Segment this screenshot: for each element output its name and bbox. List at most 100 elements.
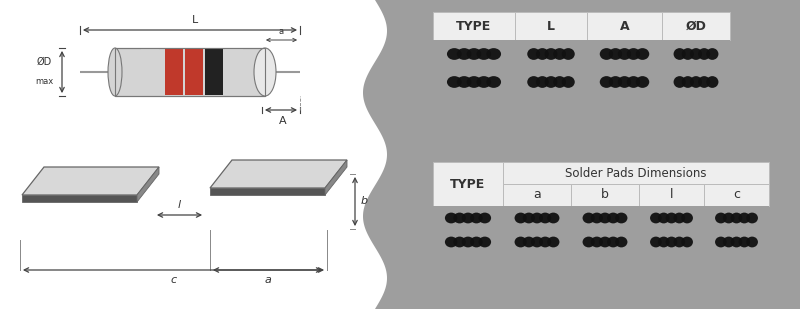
Ellipse shape	[547, 213, 559, 223]
Ellipse shape	[445, 237, 458, 248]
Bar	[571, 230, 639, 254]
Bar	[433, 206, 503, 230]
Polygon shape	[22, 167, 159, 195]
Ellipse shape	[582, 237, 594, 248]
Ellipse shape	[607, 213, 619, 223]
Ellipse shape	[590, 237, 603, 248]
Ellipse shape	[706, 48, 718, 60]
Bar	[571, 206, 639, 230]
Ellipse shape	[738, 237, 750, 248]
Ellipse shape	[666, 237, 678, 248]
Bar	[433, 12, 515, 40]
Ellipse shape	[470, 213, 482, 223]
Bar	[587, 40, 662, 68]
Ellipse shape	[527, 76, 540, 88]
Bar	[515, 12, 587, 40]
Ellipse shape	[607, 237, 619, 248]
Text: b: b	[361, 197, 368, 206]
Ellipse shape	[514, 237, 526, 248]
Ellipse shape	[682, 213, 693, 223]
Bar	[433, 40, 515, 68]
Ellipse shape	[690, 48, 702, 60]
Ellipse shape	[536, 48, 549, 60]
Ellipse shape	[600, 48, 614, 60]
Ellipse shape	[545, 76, 558, 88]
Ellipse shape	[562, 48, 574, 60]
Ellipse shape	[730, 213, 742, 223]
Ellipse shape	[478, 213, 491, 223]
Ellipse shape	[447, 48, 462, 60]
Ellipse shape	[698, 48, 710, 60]
Polygon shape	[22, 195, 137, 202]
Bar	[639, 206, 704, 230]
Ellipse shape	[547, 237, 559, 248]
Bar	[515, 40, 587, 68]
Ellipse shape	[626, 76, 640, 88]
Ellipse shape	[746, 213, 758, 223]
Ellipse shape	[531, 213, 543, 223]
Ellipse shape	[666, 213, 678, 223]
Ellipse shape	[650, 213, 662, 223]
Text: L: L	[192, 15, 198, 25]
Bar	[433, 162, 503, 206]
Text: TYPE: TYPE	[450, 177, 486, 191]
Ellipse shape	[486, 48, 501, 60]
Ellipse shape	[658, 237, 670, 248]
Bar	[515, 68, 587, 96]
Ellipse shape	[457, 76, 471, 88]
Bar	[185, 49, 203, 95]
Ellipse shape	[478, 237, 491, 248]
Ellipse shape	[615, 237, 627, 248]
Ellipse shape	[462, 237, 474, 248]
Text: A: A	[620, 19, 630, 32]
Ellipse shape	[599, 237, 611, 248]
Ellipse shape	[582, 213, 594, 223]
Ellipse shape	[539, 213, 551, 223]
Ellipse shape	[618, 76, 631, 88]
Bar	[433, 230, 503, 254]
Text: Solder Pads Dimensions: Solder Pads Dimensions	[566, 167, 706, 180]
Text: ØD: ØD	[686, 19, 706, 32]
Text: b: b	[601, 188, 609, 201]
Ellipse shape	[715, 213, 726, 223]
Ellipse shape	[682, 237, 693, 248]
Bar	[639, 230, 704, 254]
Bar	[587, 68, 662, 96]
Ellipse shape	[723, 237, 734, 248]
Ellipse shape	[477, 76, 491, 88]
Ellipse shape	[626, 48, 640, 60]
Ellipse shape	[562, 76, 574, 88]
Text: l: l	[178, 200, 181, 210]
Ellipse shape	[690, 76, 702, 88]
Polygon shape	[137, 167, 159, 202]
Ellipse shape	[715, 237, 726, 248]
Bar	[165, 49, 183, 95]
Ellipse shape	[454, 237, 466, 248]
Bar	[704, 230, 769, 254]
Ellipse shape	[682, 76, 694, 88]
Text: A: A	[279, 116, 287, 126]
Ellipse shape	[723, 213, 734, 223]
Text: max: max	[35, 77, 53, 86]
Polygon shape	[325, 160, 347, 195]
Bar	[205, 49, 223, 95]
Ellipse shape	[553, 76, 566, 88]
Bar	[503, 206, 571, 230]
Ellipse shape	[445, 213, 458, 223]
Bar	[704, 184, 769, 206]
Text: L: L	[547, 19, 555, 32]
Ellipse shape	[536, 76, 549, 88]
Text: a: a	[533, 188, 541, 201]
Bar	[115, 48, 265, 96]
Ellipse shape	[457, 48, 471, 60]
Ellipse shape	[514, 213, 526, 223]
Text: l: l	[670, 188, 674, 201]
Ellipse shape	[531, 237, 543, 248]
Ellipse shape	[486, 76, 501, 88]
Ellipse shape	[553, 48, 566, 60]
Text: a: a	[279, 27, 284, 36]
Ellipse shape	[470, 237, 482, 248]
Ellipse shape	[609, 48, 622, 60]
Bar	[503, 184, 571, 206]
Ellipse shape	[600, 76, 614, 88]
